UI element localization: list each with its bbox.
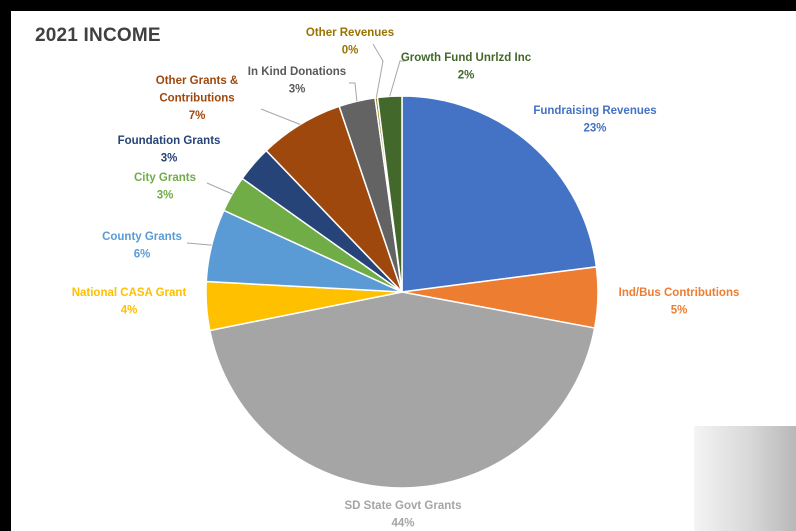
data-label-fundraising-revenues: Fundraising Revenues 23% — [533, 105, 656, 135]
leader-line-other-revenues — [372, 43, 384, 98]
pie-slice-sd-state-govt-grants — [208, 291, 596, 489]
data-label-ind-bus-contributions: Ind/Bus Contributions 5% — [619, 287, 740, 317]
corner-overlay — [694, 426, 796, 531]
leader-line-city-grants — [206, 182, 233, 195]
data-label-foundation-grants: Foundation Grants 3% — [118, 135, 221, 165]
data-label-county-grants: County Grants 6% — [102, 231, 182, 261]
leader-line-other-grants-contributions — [260, 108, 301, 125]
data-label-other-grants-contributions: Other Grants & Contributions 7% — [156, 75, 238, 122]
data-label-other-revenues: Other Revenues 0% — [306, 27, 394, 57]
pie-slice-fundraising-revenues — [401, 95, 598, 293]
data-label-sd-state-govt-grants: SD State Govt Grants 44% — [345, 500, 462, 530]
leader-line-county-grants — [186, 242, 212, 246]
leader-line-growth-fund-unrlzd-inc — [389, 60, 405, 97]
data-label-national-casa-grant: National CASA Grant 4% — [72, 287, 187, 317]
data-label-in-kind-donations: In Kind Donations 3% — [248, 66, 346, 96]
pie-chart: Fundraising Revenues 23% Ind/Bus Contribut… — [72, 27, 740, 530]
chart-frame: 2021 INCOME Fundraising Revenues 23% Ind/B… — [11, 11, 796, 531]
chart-title: 2021 INCOME — [35, 25, 161, 46]
leader-line-in-kind-donations — [349, 82, 358, 102]
data-label-growth-fund-unrlzd-inc: Growth Fund Unrlzd Inc 2% — [401, 52, 532, 82]
data-label-city-grants: City Grants 3% — [134, 172, 196, 202]
